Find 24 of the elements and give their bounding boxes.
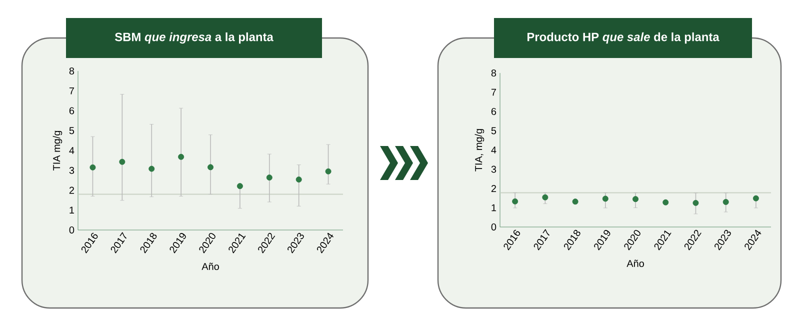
y-tick-label: 0 — [491, 223, 496, 231]
y-tick-label: 5 — [69, 127, 74, 134]
y-tick-label: 0 — [69, 226, 74, 234]
chart-title: SBM que ingresa a la planta — [114, 32, 274, 44]
y-tick-label: 3 — [491, 166, 496, 173]
y-tick-label: 6 — [69, 107, 74, 114]
y-tick-label: 6 — [491, 108, 496, 116]
x-axis-title: Año — [202, 262, 219, 270]
y-tick-label: 2 — [69, 186, 74, 194]
y-axis-title: TIA mg/g — [52, 130, 62, 170]
y-tick-label: 8 — [491, 69, 496, 77]
y-tick-label: 7 — [69, 87, 74, 94]
y-tick-label: 8 — [69, 67, 74, 75]
chart-title: Producto HP que sale de la planta — [527, 32, 720, 44]
y-tick-label: 4 — [69, 147, 74, 154]
y-tick-label: 1 — [70, 206, 74, 214]
y-tick-label: 7 — [491, 88, 496, 96]
y-tick-label: 3 — [69, 166, 74, 174]
x-axis-title: Año — [626, 260, 644, 268]
y-tick-label: 1 — [492, 204, 496, 212]
y-tick-label: 4 — [491, 146, 496, 154]
y-tick-label: 2 — [491, 185, 496, 192]
y-tick-label: 5 — [491, 127, 496, 134]
y-axis-title: TIA, mg/g — [474, 129, 484, 172]
